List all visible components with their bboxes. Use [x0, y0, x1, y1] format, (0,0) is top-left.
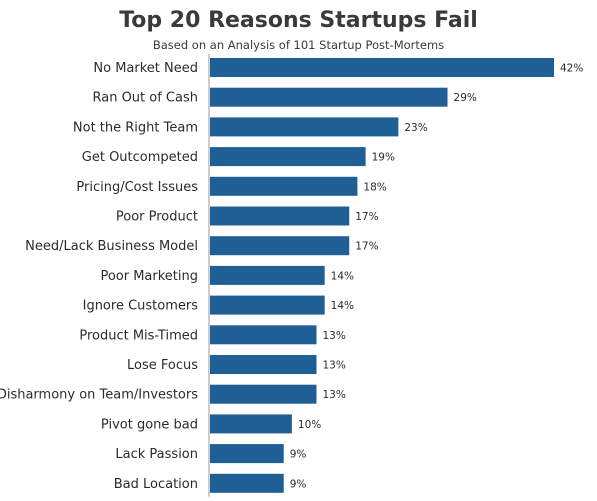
category-label: Poor Product [116, 210, 198, 225]
value-label: 29% [454, 92, 477, 104]
chart-subtitle: Based on an Analysis of 101 Startup Post… [152, 38, 445, 52]
value-label: 17% [355, 211, 378, 223]
value-label: 23% [404, 122, 427, 134]
value-label: 13% [322, 360, 345, 372]
bar [210, 206, 350, 226]
bar [210, 265, 325, 285]
bar [210, 87, 448, 107]
bar [210, 236, 350, 256]
value-label: 19% [372, 152, 395, 164]
bar [210, 325, 317, 345]
category-label: No Market Need [93, 61, 198, 76]
category-label: Pivot gone bad [101, 417, 198, 432]
bar [210, 444, 284, 464]
value-label: 10% [298, 419, 321, 431]
category-label: Lose Focus [127, 358, 198, 373]
value-label: 9% [290, 449, 307, 461]
bar [210, 414, 292, 434]
value-label: 17% [355, 241, 378, 253]
value-label: 13% [322, 389, 345, 401]
bar [210, 473, 284, 493]
category-label: Disharmony on Team/Investors [0, 388, 198, 403]
value-label: 14% [331, 270, 354, 282]
category-label: Ignore Customers [83, 299, 199, 314]
bar [210, 355, 317, 374]
bar [210, 295, 325, 315]
chart-title: Top 20 Reasons Startups Fail [119, 8, 478, 33]
value-label: 13% [322, 330, 345, 342]
category-label: Product Mis-Timed [79, 328, 198, 343]
category-label: Lack Passion [115, 447, 198, 462]
category-label: Pricing/Cost Issues [76, 180, 198, 195]
category-label: Bad Location [114, 477, 198, 492]
bar [210, 384, 317, 404]
value-label: 9% [290, 478, 307, 490]
bar [210, 176, 358, 196]
value-label: 42% [560, 63, 583, 75]
category-label: Not the Right Team [73, 120, 198, 135]
value-label: 14% [331, 300, 354, 312]
bar [210, 58, 554, 77]
bar [210, 147, 366, 167]
category-label: Get Outcompeted [82, 150, 198, 165]
bar [210, 117, 399, 137]
category-label: Poor Marketing [100, 269, 198, 284]
category-label: Need/Lack Business Model [25, 239, 198, 254]
value-label: 18% [363, 181, 386, 193]
category-label: Ran Out of Cash [92, 91, 198, 106]
